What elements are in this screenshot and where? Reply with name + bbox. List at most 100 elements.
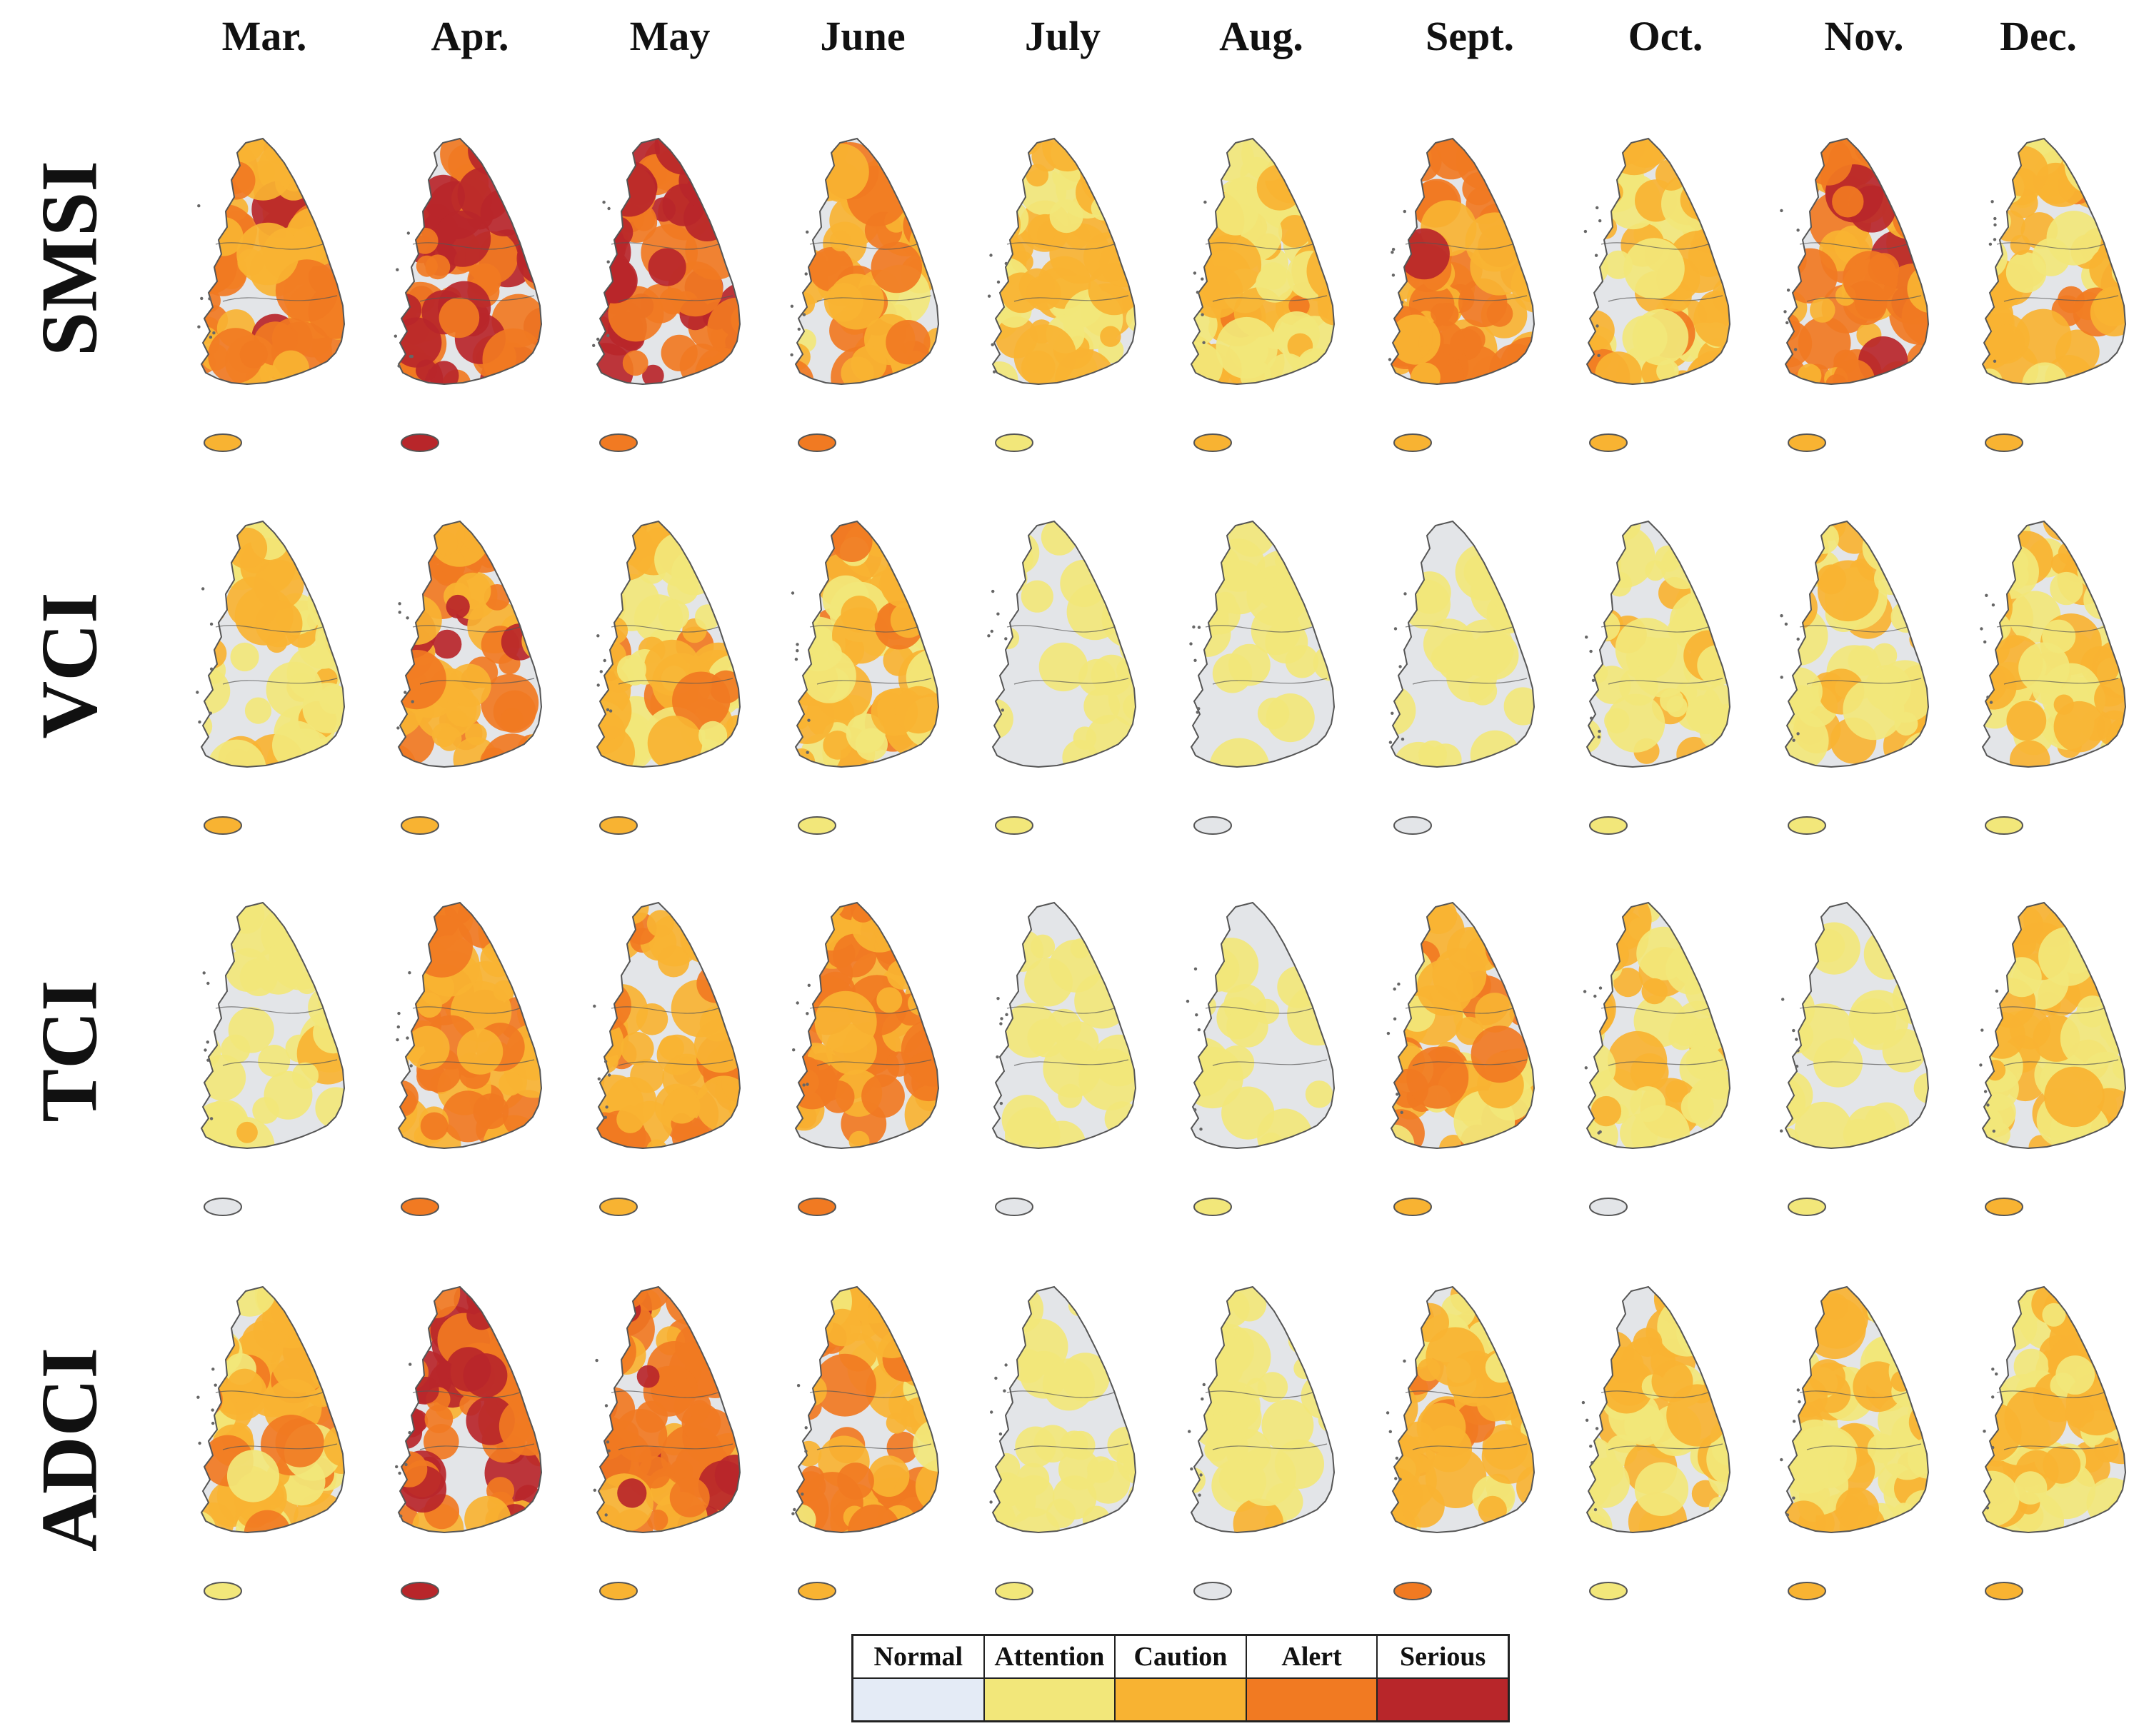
jeju-island-adci-9 — [1985, 1582, 2023, 1600]
legend-item-alert: Alert — [1246, 1636, 1378, 1720]
jeju-island-smsi-3 — [798, 433, 836, 452]
jeju-island-adci-7 — [1589, 1582, 1628, 1600]
legend-swatch — [853, 1679, 983, 1720]
drought-map-adci-9 — [1981, 1285, 2127, 1600]
drought-map-tci-5 — [1186, 901, 1336, 1216]
jeju-island-smsi-7 — [1589, 433, 1628, 452]
drought-map-adci-3 — [791, 1285, 940, 1600]
jeju-island-vci-6 — [1393, 816, 1432, 835]
jeju-island-tci-7 — [1589, 1198, 1628, 1216]
drought-map-smsi-4 — [987, 137, 1137, 452]
jeju-island-tci-3 — [798, 1198, 836, 1216]
month-label: Mar. — [221, 13, 307, 59]
jeju-island-tci-9 — [1985, 1198, 2023, 1216]
drought-map-adci-1 — [395, 1285, 543, 1600]
month-label: July — [1024, 13, 1101, 59]
drought-map-smsi-3 — [790, 137, 940, 452]
month-label: Nov. — [1824, 13, 1904, 59]
jeju-island-tci-0 — [204, 1198, 242, 1216]
drought-map-vci-7 — [1585, 520, 1731, 835]
drought-map-smsi-7 — [1583, 137, 1731, 452]
jeju-island-vci-0 — [204, 816, 242, 835]
legend-label: Serious — [1378, 1636, 1508, 1679]
drought-map-tci-7 — [1583, 901, 1731, 1216]
legend-swatch — [1246, 1679, 1377, 1720]
jeju-island-vci-7 — [1589, 816, 1628, 835]
drought-map-vci-3 — [791, 520, 940, 835]
drought-map-adci-0 — [196, 1285, 346, 1600]
jeju-island-vci-5 — [1193, 816, 1232, 835]
jeju-island-tci-8 — [1788, 1198, 1826, 1216]
month-label: Oct. — [1628, 13, 1703, 59]
month-label: Sept. — [1425, 13, 1515, 59]
jeju-island-smsi-2 — [599, 433, 638, 452]
month-label: Aug. — [1219, 13, 1303, 59]
legend-item-normal: Normal — [853, 1636, 985, 1720]
jeju-island-adci-0 — [204, 1582, 242, 1600]
drought-map-adci-4 — [989, 1285, 1137, 1600]
drought-map-smsi-1 — [394, 137, 543, 452]
legend-swatch — [1378, 1679, 1508, 1720]
jeju-island-vci-9 — [1985, 816, 2023, 835]
jeju-island-tci-2 — [599, 1198, 638, 1216]
jeju-island-smsi-5 — [1193, 433, 1232, 452]
drought-map-tci-4 — [991, 901, 1137, 1216]
jeju-island-vci-2 — [599, 816, 638, 835]
month-label: June — [820, 13, 906, 59]
jeju-island-adci-8 — [1788, 1582, 1826, 1600]
drought-map-tci-9 — [1979, 901, 2127, 1216]
drought-map-vci-8 — [1780, 520, 1930, 835]
jeju-island-adci-1 — [401, 1582, 439, 1600]
jeju-island-smsi-6 — [1393, 433, 1432, 452]
month-label: May — [629, 13, 711, 59]
drought-map-vci-9 — [1980, 520, 2127, 835]
jeju-island-vci-8 — [1788, 816, 1826, 835]
legend-label: Normal — [853, 1636, 983, 1679]
jeju-island-adci-6 — [1393, 1582, 1432, 1600]
drought-map-vci-6 — [1388, 520, 1536, 835]
drought-map-adci-7 — [1581, 1285, 1731, 1600]
drought-map-smsi-0 — [197, 137, 346, 452]
legend-item-attention: Attention — [984, 1636, 1116, 1720]
drought-map-adci-5 — [1188, 1285, 1336, 1600]
drought-map-tci-1 — [396, 901, 543, 1216]
jeju-island-smsi-8 — [1788, 433, 1826, 452]
jeju-island-adci-4 — [995, 1582, 1033, 1600]
drought-map-smsi-9 — [1981, 137, 2127, 452]
jeju-island-vci-1 — [401, 816, 439, 835]
drought-map-smsi-2 — [592, 137, 741, 452]
drought-map-vci-2 — [596, 520, 741, 835]
drought-map-adci-2 — [593, 1285, 741, 1600]
jeju-island-smsi-4 — [995, 433, 1033, 452]
severity-legend: Normal Attention Caution Alert Serious — [851, 1634, 1510, 1722]
drought-map-adci-6 — [1386, 1285, 1536, 1600]
drought-map-tci-6 — [1386, 901, 1536, 1216]
jeju-island-adci-3 — [798, 1582, 836, 1600]
drought-map-smsi-6 — [1388, 137, 1536, 452]
drought-map-adci-8 — [1780, 1285, 1930, 1600]
jeju-island-tci-1 — [401, 1198, 439, 1216]
drought-map-tci-8 — [1780, 901, 1930, 1216]
drought-map-vci-5 — [1189, 520, 1336, 835]
legend-label: Attention — [984, 1636, 1115, 1679]
legend-item-serious: Serious — [1378, 1636, 1508, 1720]
legend-item-caution: Caution — [1116, 1636, 1247, 1720]
drought-map-tci-0 — [200, 901, 346, 1216]
jeju-island-smsi-0 — [204, 433, 242, 452]
jeju-island-adci-2 — [599, 1582, 638, 1600]
legend-label: Alert — [1246, 1636, 1377, 1679]
drought-map-tci-2 — [593, 901, 741, 1216]
drought-map-vci-1 — [396, 520, 543, 835]
drought-map-vci-4 — [987, 520, 1137, 835]
jeju-island-tci-4 — [995, 1198, 1033, 1216]
legend-swatch — [1116, 1679, 1246, 1720]
drought-map-tci-3 — [792, 901, 940, 1216]
jeju-island-smsi-1 — [401, 433, 439, 452]
jeju-island-tci-5 — [1193, 1198, 1232, 1216]
jeju-island-vci-3 — [798, 816, 836, 835]
drought-map-smsi-5 — [1190, 137, 1336, 452]
legend-swatch — [984, 1679, 1115, 1720]
month-label: Dec. — [2000, 13, 2077, 59]
